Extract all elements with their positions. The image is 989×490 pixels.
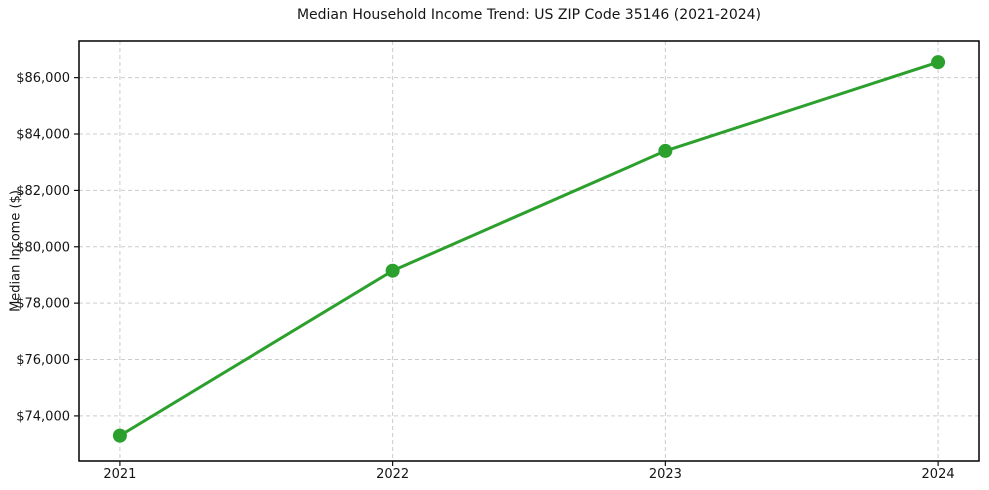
y-tick-label: $78,000: [16, 297, 70, 312]
y-tick-label: $84,000: [16, 128, 70, 143]
y-tick-label: $76,000: [16, 353, 70, 368]
x-tick-label: 2022: [376, 467, 409, 482]
chart-title: Median Household Income Trend: US ZIP Co…: [296, 7, 762, 23]
y-tick-label: $86,000: [16, 71, 70, 86]
data-point-marker: [112, 428, 127, 443]
plot-border: [78, 40, 980, 462]
x-tick-label: 2021: [103, 467, 136, 482]
y-tick-label: $74,000: [16, 409, 70, 424]
x-tick-label: 2024: [922, 467, 955, 482]
y-tick-label: $82,000: [16, 184, 70, 199]
income-trend-line: [118, 60, 940, 438]
y-tick-label: $80,000: [16, 240, 70, 255]
data-point-marker: [658, 143, 673, 158]
data-point-marker: [931, 55, 946, 70]
x-tick-label: 2023: [649, 467, 682, 482]
y-axis-label: Median Income ($): [8, 190, 24, 312]
data-point-marker: [385, 263, 400, 278]
